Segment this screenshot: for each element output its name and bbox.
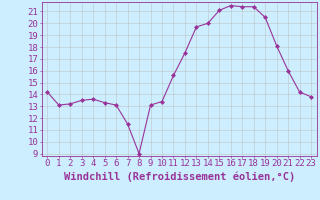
X-axis label: Windchill (Refroidissement éolien,°C): Windchill (Refroidissement éolien,°C) xyxy=(64,171,295,182)
